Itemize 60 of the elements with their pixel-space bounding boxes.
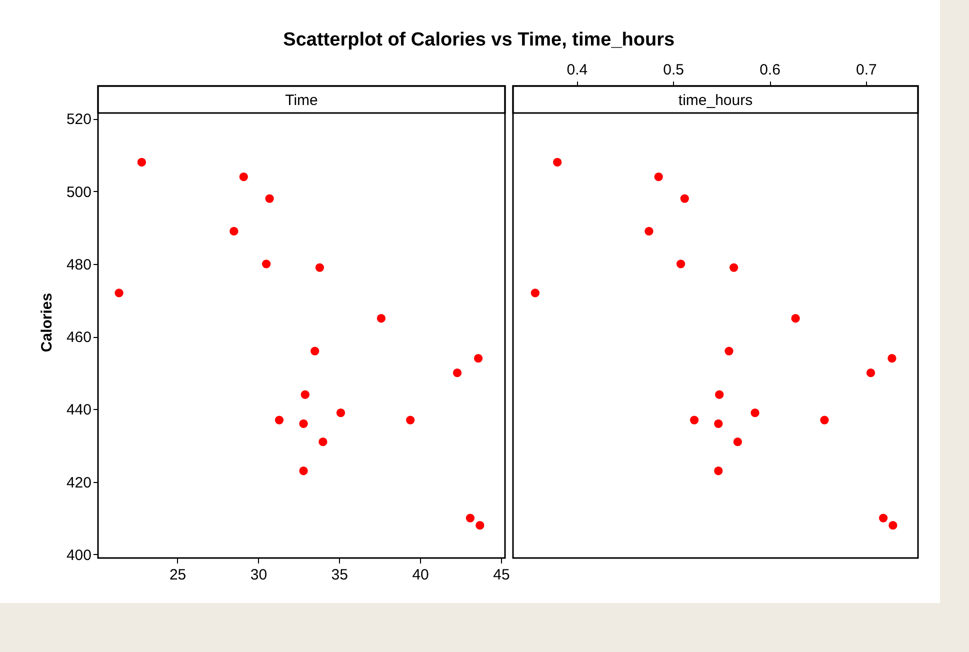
x-tick-label: 45 — [493, 566, 510, 584]
point — [680, 194, 689, 203]
x-tick-label: 30 — [250, 566, 268, 584]
point — [644, 226, 654, 236]
point — [724, 346, 734, 356]
point — [676, 260, 686, 268]
y-tick-label: 440 — [66, 402, 92, 419]
point — [654, 172, 663, 182]
point — [476, 521, 484, 530]
point — [239, 172, 248, 182]
point — [715, 390, 724, 399]
y-tick-label: 420 — [66, 474, 92, 492]
point — [310, 346, 320, 356]
x-tick-label: 0.6 — [760, 62, 780, 78]
point — [137, 158, 146, 167]
point — [315, 263, 324, 272]
point — [230, 226, 238, 236]
y-tick-label: 460 — [66, 329, 92, 346]
point — [820, 416, 829, 424]
point — [530, 288, 540, 298]
point — [750, 408, 760, 418]
chart-subtitle: Time — [285, 92, 318, 109]
point — [300, 390, 310, 399]
point — [274, 416, 284, 424]
y-tick-label: 520 — [66, 111, 92, 128]
point — [878, 514, 888, 522]
point — [336, 408, 346, 418]
point — [733, 437, 742, 446]
point — [406, 416, 415, 424]
chart-subtitle: time_hours — [678, 92, 753, 109]
point — [299, 466, 308, 476]
y-tick-label: 400 — [66, 546, 92, 564]
point — [262, 260, 271, 268]
point — [714, 466, 723, 476]
point — [474, 354, 483, 363]
x-tick-label: 35 — [331, 566, 348, 584]
point — [318, 437, 328, 446]
point — [376, 314, 386, 323]
y-tick-label: 500 — [66, 184, 92, 201]
x-tick-label: 25 — [169, 566, 186, 584]
x-tick-label: 0.5 — [663, 62, 684, 78]
point — [553, 158, 562, 167]
y-tick-label: 480 — [66, 256, 92, 274]
point — [299, 419, 308, 428]
point — [888, 354, 896, 363]
point — [714, 419, 723, 428]
x-tick-label: 0.4 — [566, 62, 588, 78]
point — [466, 514, 475, 522]
point — [690, 416, 699, 424]
x-tick-label: 0.7 — [856, 62, 877, 78]
point — [791, 314, 800, 323]
x-tick-label: 40 — [412, 566, 429, 584]
point — [452, 368, 462, 378]
chart-title: Scatterplot of Calories vs Time, time_hours — [283, 29, 675, 50]
point — [866, 368, 876, 378]
point — [114, 288, 124, 298]
point — [888, 521, 898, 530]
point — [729, 263, 738, 272]
point — [265, 194, 274, 203]
y-axis-title: Calories — [38, 292, 56, 352]
